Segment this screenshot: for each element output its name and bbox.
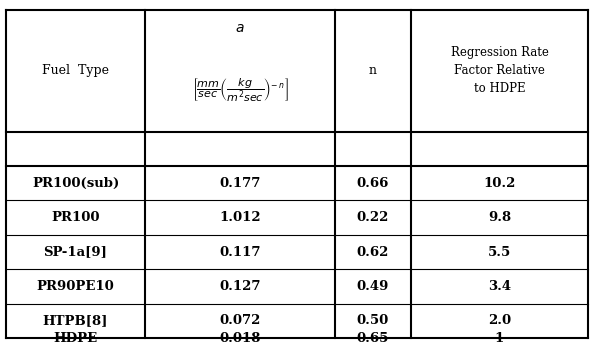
Text: 0.117: 0.117	[219, 246, 261, 258]
Text: 0.62: 0.62	[357, 246, 389, 258]
Text: SP-1a[9]: SP-1a[9]	[43, 246, 108, 258]
Text: PR100(sub): PR100(sub)	[32, 177, 119, 190]
Text: PR90PE10: PR90PE10	[37, 280, 115, 293]
Text: 0.177: 0.177	[219, 177, 261, 190]
Text: $a$: $a$	[235, 21, 245, 36]
Text: 0.072: 0.072	[219, 314, 261, 327]
Text: 2.0: 2.0	[488, 314, 511, 327]
Text: Regression Rate
Factor Relative
to HDPE: Regression Rate Factor Relative to HDPE	[450, 47, 548, 96]
Text: 0.127: 0.127	[219, 280, 261, 293]
Text: 0.018: 0.018	[219, 332, 261, 345]
Text: 3.4: 3.4	[488, 280, 511, 293]
Text: 0.66: 0.66	[357, 177, 389, 190]
Text: Fuel  Type: Fuel Type	[42, 65, 109, 78]
Text: 1.012: 1.012	[219, 211, 261, 224]
Text: n: n	[369, 65, 377, 78]
Text: HDPE: HDPE	[53, 332, 97, 345]
Text: HTPB[8]: HTPB[8]	[43, 314, 108, 327]
Text: 0.65: 0.65	[357, 332, 389, 345]
Text: 0.50: 0.50	[357, 314, 389, 327]
Text: 10.2: 10.2	[484, 177, 516, 190]
Text: 9.8: 9.8	[488, 211, 511, 224]
Text: 1: 1	[495, 332, 504, 345]
Text: $\left[\dfrac{mm}{sec}\left(\dfrac{kg}{m^2sec}\right)^{\!-n}\right]$: $\left[\dfrac{mm}{sec}\left(\dfrac{kg}{m…	[192, 77, 288, 104]
Text: 5.5: 5.5	[488, 246, 511, 258]
Text: 0.22: 0.22	[357, 211, 389, 224]
Text: 0.49: 0.49	[357, 280, 389, 293]
Text: PR100: PR100	[51, 211, 100, 224]
